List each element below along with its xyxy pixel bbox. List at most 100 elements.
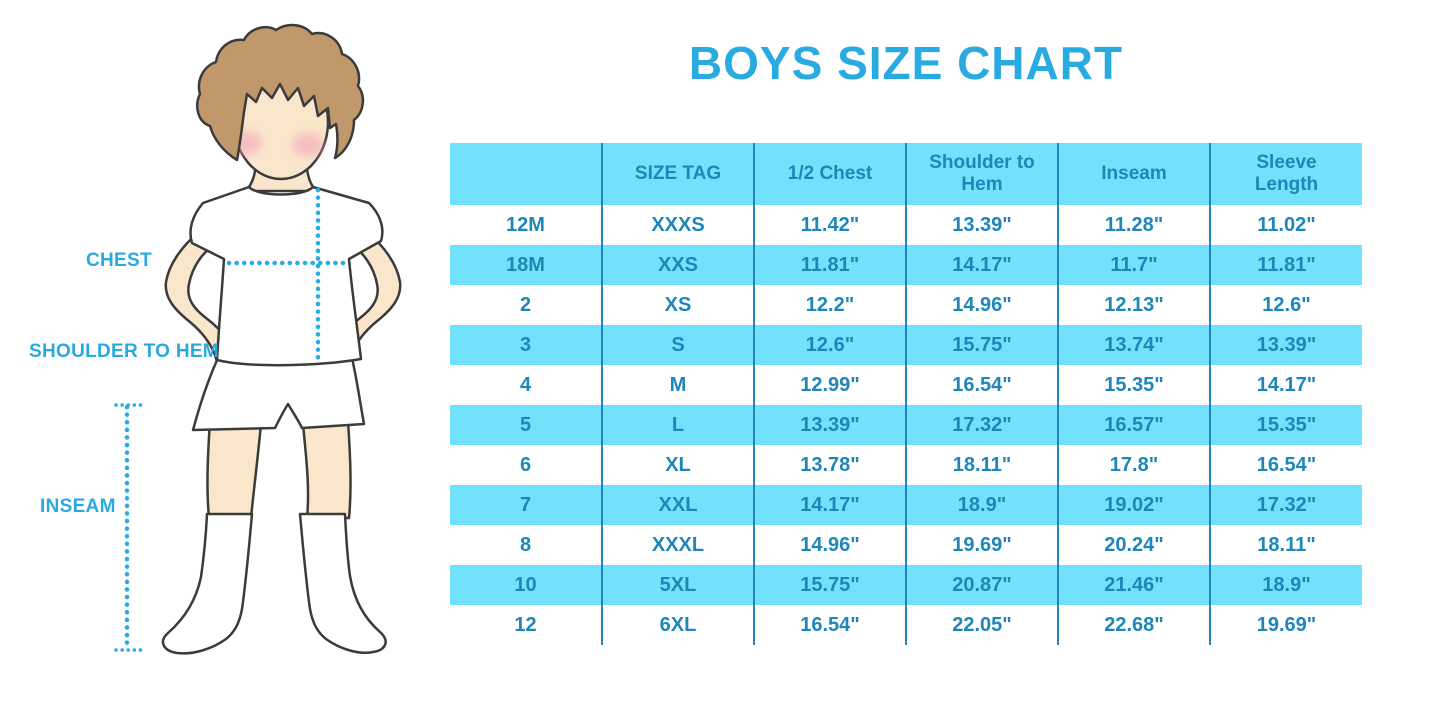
measurement-cell: 12.13" [1058, 285, 1211, 325]
table-row: 12 6XL 16.54" 22.05" 22.68" 19.69" [450, 605, 1362, 645]
size-table-header: SIZE TAG 1/2 Chest Shoulder to Hem Inseam Sl… [450, 143, 1362, 205]
size-cell: 6 [450, 445, 603, 485]
measurement-cell: 11.7" [1058, 245, 1211, 285]
size-tag-cell: XXL [602, 485, 755, 525]
measurement-cell: 13.39" [1210, 325, 1362, 365]
measurement-cell: 16.57" [1058, 405, 1211, 445]
measurement-cell: 12.2" [754, 285, 907, 325]
measurement-cell: 15.75" [906, 325, 1059, 365]
measurement-cell: 20.87" [906, 565, 1059, 605]
figure-right-leg [301, 418, 352, 520]
measurement-cell: 19.69" [906, 525, 1059, 565]
measurement-cell: 12.99" [754, 365, 907, 405]
size-tag-cell: 6XL [602, 605, 755, 645]
size-cell: 12 [450, 605, 603, 645]
measurement-cell: 22.68" [1058, 605, 1211, 645]
figure-left-sock [161, 512, 254, 655]
size-cell: 5 [450, 405, 603, 445]
column-header: 1/2 Chest [754, 143, 907, 205]
header-row: SIZE TAG 1/2 Chest Shoulder to Hem Inseam Sl… [450, 143, 1362, 205]
size-cell: 18M [450, 245, 603, 285]
measurement-cell: 11.81" [1210, 245, 1362, 285]
measurement-cell: 18.9" [906, 485, 1059, 525]
table-row: 18M XXS 11.81" 14.17" 11.7" 11.81" [450, 245, 1362, 285]
measurement-cell: 18.11" [1210, 525, 1362, 565]
measurement-cell: 20.24" [1058, 525, 1211, 565]
measurement-cell: 13.74" [1058, 325, 1211, 365]
figure-right-cheek [292, 133, 324, 157]
measurement-cell: 18.9" [1210, 565, 1362, 605]
figure-left-leg [206, 418, 263, 520]
measurement-cell: 17.8" [1058, 445, 1211, 485]
measurement-cell: 13.78" [754, 445, 907, 485]
size-cell: 10 [450, 565, 603, 605]
measurement-cell: 21.46" [1058, 565, 1211, 605]
measurement-cell: 12.6" [754, 325, 907, 365]
table-row: 6 XL 13.78" 18.11" 17.8" 16.54" [450, 445, 1362, 485]
measurement-cell: 19.02" [1058, 485, 1211, 525]
measurement-cell: 14.17" [754, 485, 907, 525]
size-tag-cell: 5XL [602, 565, 755, 605]
measurement-cell: 14.17" [906, 245, 1059, 285]
column-header: SIZE TAG [602, 143, 755, 205]
measurement-cell: 22.05" [906, 605, 1059, 645]
measurement-cell: 11.28" [1058, 205, 1211, 245]
measurement-cell: 16.54" [906, 365, 1059, 405]
table-row: 7 XXL 14.17" 18.9" 19.02" 17.32" [450, 485, 1362, 525]
size-tag-cell: XS [602, 285, 755, 325]
size-tag-cell: XXXL [602, 525, 755, 565]
inseam-measurement-label: INSEAM [40, 496, 116, 517]
figure-right-sock [298, 512, 387, 654]
size-cell: 8 [450, 525, 603, 565]
measurement-cell: 16.54" [754, 605, 907, 645]
measurement-cell: 11.81" [754, 245, 907, 285]
measurement-cell: 14.96" [754, 525, 907, 565]
size-cell: 4 [450, 365, 603, 405]
size-tag-cell: M [602, 365, 755, 405]
table-row: 8 XXXL 14.96" 19.69" 20.24" 18.11" [450, 525, 1362, 565]
measurement-cell: 15.75" [754, 565, 907, 605]
table-row: 10 5XL 15.75" 20.87" 21.46" 18.9" [450, 565, 1362, 605]
measurement-cell: 19.69" [1210, 605, 1362, 645]
size-cell: 7 [450, 485, 603, 525]
column-header: Sleeve Length [1210, 143, 1362, 205]
table-row: 3 S 12.6" 15.75" 13.74" 13.39" [450, 325, 1362, 365]
measurement-cell: 17.32" [1210, 485, 1362, 525]
column-header: Shoulder to Hem [906, 143, 1059, 205]
measurement-cell: 13.39" [754, 405, 907, 445]
boy-figure-illustration [114, 23, 402, 655]
table-row: 12M XXXS 11.42" 13.39" 11.28" 11.02" [450, 205, 1362, 245]
size-table: SIZE TAG 1/2 Chest Shoulder to Hem Inseam Sl… [450, 143, 1362, 645]
measurement-cell: 12.6" [1210, 285, 1362, 325]
figure-hair [196, 23, 365, 162]
size-tag-cell: L [602, 405, 755, 445]
size-cell: 12M [450, 205, 603, 245]
chest-measurement-label: CHEST [86, 250, 152, 271]
measurement-cell: 16.54" [1210, 445, 1362, 485]
shoulder-to-hem-measurement-label: SHOULDER TO HEM [29, 341, 219, 362]
size-cell: 3 [450, 325, 603, 365]
size-column-header-blank [450, 143, 603, 205]
measurement-cell: 11.42" [754, 205, 907, 245]
measurement-cell: 11.02" [1210, 205, 1362, 245]
measurement-cell: 14.96" [906, 285, 1059, 325]
page-title: BOYS SIZE CHART [688, 37, 1124, 89]
measurement-cell: 15.35" [1210, 405, 1362, 445]
measurement-cell: 15.35" [1058, 365, 1211, 405]
size-table-body: 12M XXXS 11.42" 13.39" 11.28" 11.02" 18M XXS 11.… [450, 205, 1362, 645]
table-row: 2 XS 12.2" 14.96" 12.13" 12.6" [450, 285, 1362, 325]
figure-tshirt [189, 185, 384, 367]
measurement-cell: 18.11" [906, 445, 1059, 485]
size-tag-cell: XL [602, 445, 755, 485]
size-tag-cell: XXXS [602, 205, 755, 245]
size-tag-cell: S [602, 325, 755, 365]
measurement-cell: 17.32" [906, 405, 1059, 445]
size-cell: 2 [450, 285, 603, 325]
figure-shorts [191, 356, 366, 432]
measurement-cell: 14.17" [1210, 365, 1362, 405]
measurement-cell: 13.39" [906, 205, 1059, 245]
size-tag-cell: XXS [602, 245, 755, 285]
table-row: 4 M 12.99" 16.54" 15.35" 14.17" [450, 365, 1362, 405]
table-row: 5 L 13.39" 17.32" 16.57" 15.35" [450, 405, 1362, 445]
